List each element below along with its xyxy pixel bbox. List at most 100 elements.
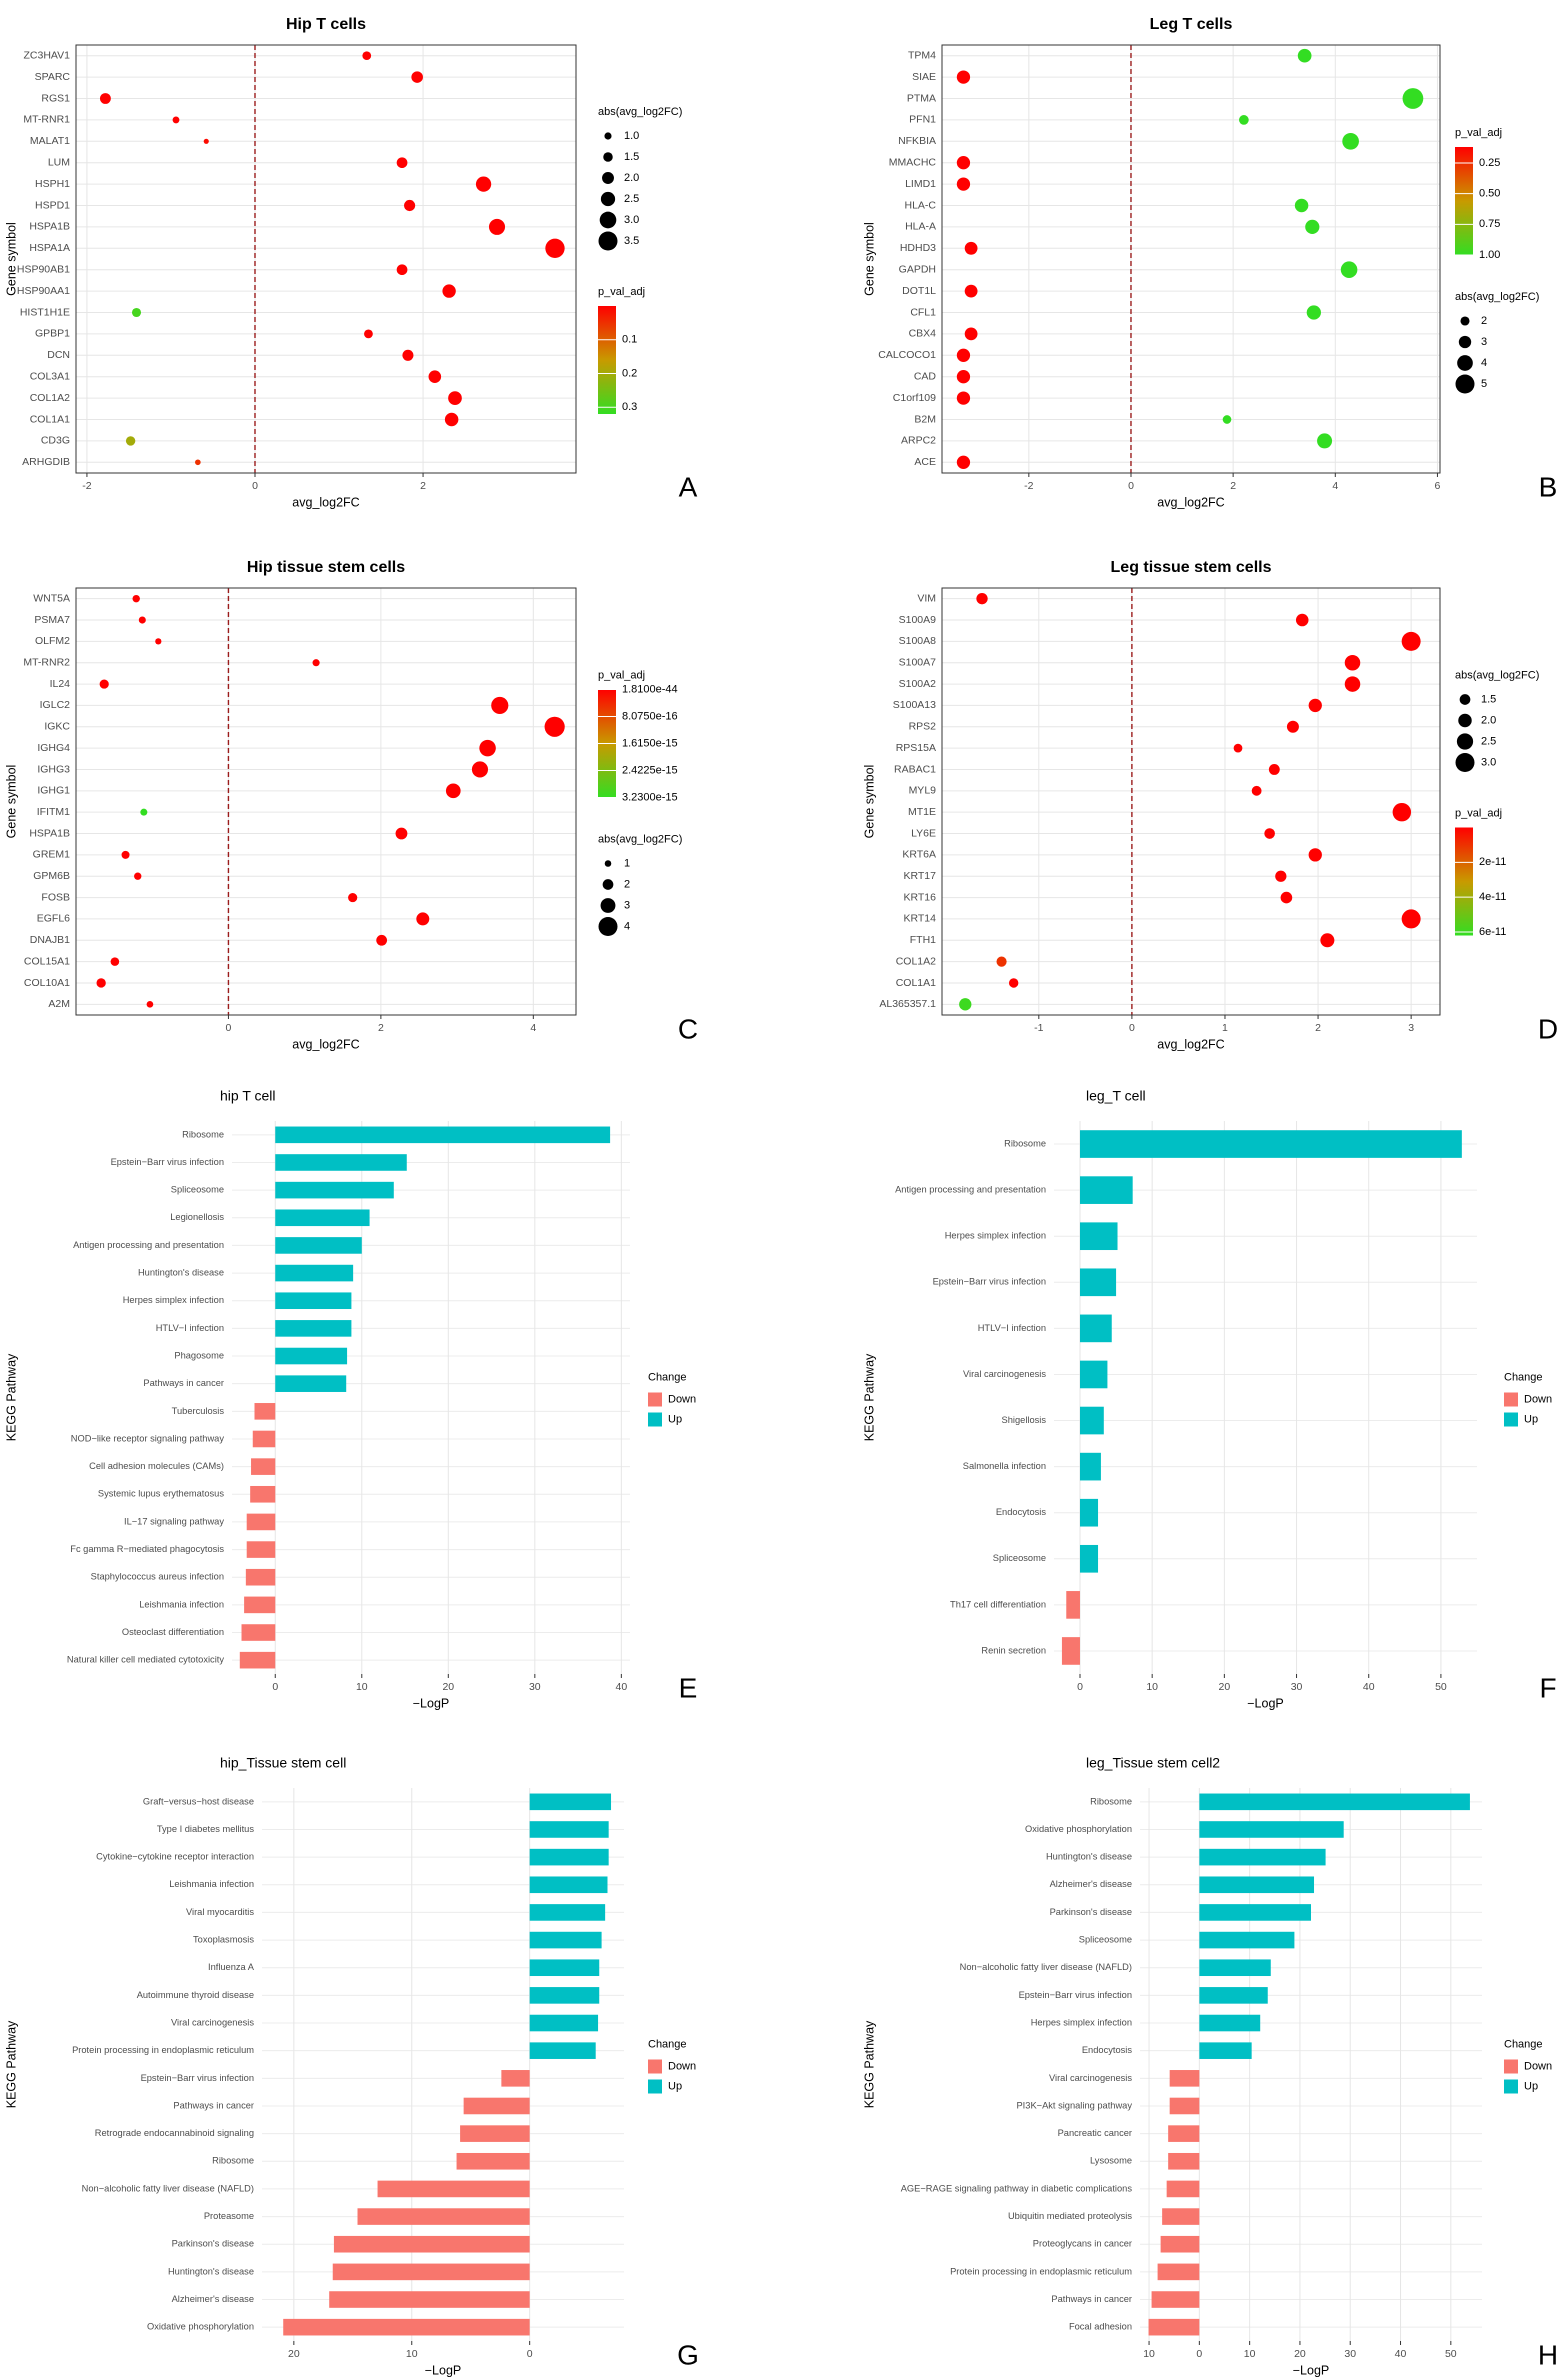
x-axis-label: −LogP bbox=[1293, 2363, 1330, 2377]
bar bbox=[1168, 2125, 1200, 2142]
dot bbox=[1392, 802, 1412, 822]
legend-label: Up bbox=[1524, 1413, 1538, 1425]
dot bbox=[1295, 613, 1309, 627]
x-tick-label: 0 bbox=[1077, 1681, 1083, 1693]
legend-title: Change bbox=[1504, 1371, 1543, 1383]
dot bbox=[1305, 219, 1320, 234]
dot bbox=[1402, 88, 1424, 109]
x-axis-label: avg_log2FC bbox=[292, 1037, 359, 1051]
dot bbox=[964, 327, 978, 341]
y-tick-label: PI3K−Akt signaling pathway bbox=[1016, 2100, 1132, 2110]
legend-size-key bbox=[1458, 335, 1472, 349]
x-tick-label: 0 bbox=[527, 2348, 533, 2360]
dot bbox=[1401, 909, 1421, 929]
bar bbox=[275, 1264, 354, 1282]
legend-size-key bbox=[602, 172, 614, 184]
y-tick-label: Viral carcinogenesis bbox=[1049, 2073, 1132, 2083]
dot bbox=[442, 284, 456, 298]
legend-size-key bbox=[1455, 374, 1475, 394]
x-tick-label: 0 bbox=[252, 480, 258, 492]
bar bbox=[245, 1568, 276, 1586]
y-tick-label: Renin secretion bbox=[981, 1645, 1046, 1655]
bar bbox=[246, 1513, 276, 1531]
panel-letter: C bbox=[678, 1013, 698, 1044]
legend-size-key bbox=[600, 898, 616, 913]
x-tick-label: 0 bbox=[1128, 480, 1134, 492]
legend-label: 4 bbox=[624, 920, 630, 932]
dot bbox=[444, 412, 459, 427]
y-tick-label: IL−17 signaling pathway bbox=[124, 1516, 224, 1526]
y-tick-label: Herpes simplex infection bbox=[1031, 2017, 1132, 2027]
panel-letter: D bbox=[1538, 1013, 1558, 1044]
bar bbox=[254, 1403, 276, 1420]
y-tick-label: IFITM1 bbox=[37, 806, 70, 818]
dot bbox=[172, 116, 180, 124]
y-tick-label: Huntington's disease bbox=[1046, 1852, 1132, 1862]
dot bbox=[1344, 676, 1361, 692]
dot bbox=[99, 679, 109, 689]
x-axis-label: avg_log2FC bbox=[1157, 495, 1224, 509]
legend-swatch bbox=[1504, 1392, 1518, 1407]
y-tick-label: Oxidative phosphorylation bbox=[1025, 1824, 1132, 1834]
y-tick-label: LUM bbox=[48, 156, 70, 168]
chart-title: leg_T cell bbox=[1086, 1088, 1146, 1104]
y-tick-label: Shigellosis bbox=[1002, 1415, 1047, 1425]
bar bbox=[460, 2125, 530, 2142]
y-tick-label: Proteoglycans in cancer bbox=[1033, 2239, 1132, 2249]
legend-label: 3 bbox=[1481, 336, 1487, 348]
legend-size-key bbox=[604, 860, 612, 867]
legend-swatch bbox=[1504, 1412, 1518, 1427]
legend-title: Change bbox=[648, 2038, 687, 2050]
bar bbox=[241, 1624, 276, 1641]
dot bbox=[544, 716, 565, 737]
x-tick-label: 40 bbox=[1363, 1681, 1375, 1693]
legend-title: abs(avg_log2FC) bbox=[598, 106, 682, 118]
y-axis-label: KEGG Pathway bbox=[862, 2020, 876, 2108]
panel-letter: E bbox=[679, 1672, 698, 1703]
x-tick-label: 2 bbox=[1315, 1022, 1321, 1034]
dot bbox=[131, 307, 142, 318]
y-tick-label: Alzheimer's disease bbox=[1050, 1879, 1132, 1889]
y-tick-label: HSP90AB1 bbox=[17, 263, 70, 275]
bar bbox=[1160, 2235, 1200, 2253]
y-tick-label: CFL1 bbox=[910, 306, 936, 318]
y-tick-label: KRT17 bbox=[904, 870, 937, 882]
legend-label: 1.6150e-15 bbox=[622, 737, 678, 749]
bar bbox=[275, 1320, 352, 1337]
dot bbox=[125, 436, 136, 446]
dot bbox=[402, 349, 414, 361]
plot-border bbox=[941, 44, 1441, 474]
dot bbox=[155, 638, 162, 645]
legend-label: 8.0750e-16 bbox=[622, 710, 678, 722]
y-tick-label: COL1A1 bbox=[896, 977, 936, 989]
y-tick-label: Spliceosome bbox=[1079, 1935, 1132, 1945]
y-tick-label: Endocytosis bbox=[1082, 2045, 1132, 2055]
dot bbox=[1320, 933, 1335, 948]
y-tick-label: COL1A1 bbox=[30, 413, 70, 425]
x-tick-label: 2 bbox=[378, 1022, 384, 1034]
y-tick-label: S100A13 bbox=[893, 699, 936, 711]
y-tick-label: RABAC1 bbox=[894, 763, 936, 775]
dot bbox=[416, 912, 430, 926]
y-tick-label: Legionellosis bbox=[170, 1212, 224, 1222]
bar bbox=[1148, 2318, 1200, 2336]
y-tick-label: Huntington's disease bbox=[168, 2266, 254, 2276]
dot bbox=[445, 783, 461, 799]
legend-label: 0.75 bbox=[1479, 218, 1500, 230]
y-tick-label: Protein processing in endoplasmic reticu… bbox=[72, 2045, 254, 2055]
bar bbox=[275, 1181, 394, 1199]
bar bbox=[1199, 1931, 1295, 1949]
y-tick-label: Th17 cell differentiation bbox=[950, 1599, 1046, 1609]
chart-title: Hip tissue stem cells bbox=[247, 559, 405, 576]
bar bbox=[275, 1347, 348, 1365]
y-tick-label: SPARC bbox=[35, 71, 71, 83]
bar bbox=[1199, 2042, 1252, 2059]
legend-swatch bbox=[648, 2079, 662, 2094]
y-tick-label: PFN1 bbox=[909, 114, 936, 126]
bar bbox=[501, 2070, 530, 2087]
y-tick-label: Viral carcinogenesis bbox=[963, 1369, 1046, 1379]
bar bbox=[529, 1959, 600, 1977]
y-tick-label: HDHD3 bbox=[900, 242, 936, 254]
y-axis-label: Gene symbol bbox=[862, 222, 876, 296]
